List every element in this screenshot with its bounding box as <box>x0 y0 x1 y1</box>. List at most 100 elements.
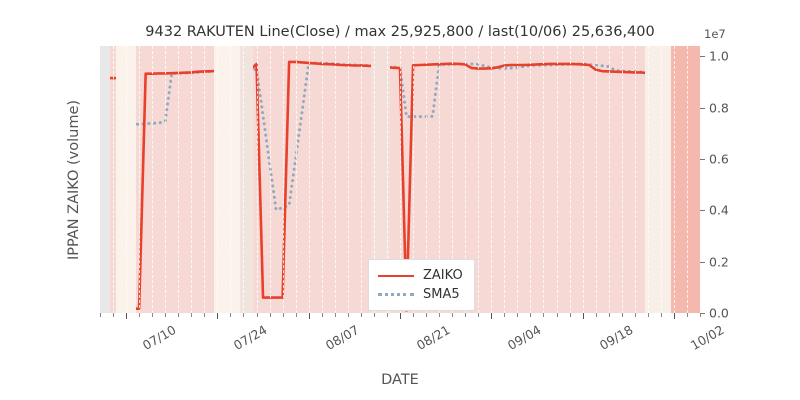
gridline <box>426 46 428 313</box>
gridline <box>230 46 232 313</box>
legend-swatch-zaiko-icon <box>378 274 414 277</box>
x-axis-minor-tick <box>295 313 297 317</box>
background-band <box>670 46 700 313</box>
gridline <box>634 46 636 313</box>
y-axis-tick-label: 0.0 <box>709 305 729 321</box>
x-axis-minor-tick <box>139 313 141 317</box>
x-axis-minor-tick <box>595 313 597 317</box>
x-axis-minor-tick <box>204 313 206 317</box>
x-axis-tick-label: 07/24 <box>231 322 270 354</box>
gridline <box>465 46 467 313</box>
gridline <box>139 46 141 313</box>
gridline <box>660 46 662 313</box>
gridline <box>647 46 649 313</box>
x-axis-minor-tick <box>269 313 271 317</box>
gridline <box>478 46 480 313</box>
x-axis-minor-tick <box>504 313 506 317</box>
x-axis-minor-tick <box>569 313 571 317</box>
y-axis-tick <box>700 56 705 58</box>
x-axis-minor-tick <box>113 313 115 317</box>
gridline <box>178 46 180 313</box>
x-axis-minor-tick <box>321 313 323 317</box>
x-axis-minor-tick <box>230 313 232 317</box>
x-axis-major-tick <box>217 313 219 319</box>
gridline <box>543 46 545 313</box>
gridline <box>269 46 271 313</box>
gridline <box>308 46 310 313</box>
gridline <box>491 46 493 313</box>
x-axis-tick-label: 08/07 <box>322 322 362 354</box>
x-axis-minor-tick <box>334 313 336 317</box>
x-axis-minor-tick <box>100 313 101 317</box>
gridline <box>673 46 675 313</box>
y-axis-offset-text: 1e7 <box>704 27 726 41</box>
gridline <box>556 46 558 313</box>
legend-label-sma5: SMA5 <box>423 287 460 302</box>
gridline <box>113 46 115 313</box>
legend-label-zaiko: ZAIKO <box>423 268 463 283</box>
x-axis-minor-tick <box>165 313 167 317</box>
y-axis-tick-label: 0.6 <box>709 151 729 167</box>
legend-item-zaiko[interactable]: ZAIKO <box>378 266 463 285</box>
y-axis-tick <box>700 210 705 212</box>
background-band <box>370 46 391 313</box>
gridline <box>126 46 128 313</box>
y-axis-label: IPPAN ZAIKO (volume) <box>62 46 86 313</box>
plot-area <box>100 46 700 313</box>
x-axis-minor-tick <box>439 313 441 317</box>
x-axis-major-tick <box>400 313 401 319</box>
y-axis-tick <box>700 313 705 314</box>
gridline <box>152 46 154 313</box>
x-axis-major-tick <box>582 313 584 319</box>
gridline <box>295 46 297 313</box>
y-axis-tick <box>700 261 705 263</box>
x-axis-minor-tick <box>386 313 388 317</box>
gridline <box>413 46 415 313</box>
x-axis-minor-tick <box>608 313 610 317</box>
x-axis-minor-tick <box>282 313 284 317</box>
gridline <box>204 46 206 313</box>
chart-title: 9432 RAKUTEN Line(Close) / max 25,925,80… <box>145 24 655 40</box>
y-axis-tick-label: 0.8 <box>709 100 729 116</box>
gridline <box>517 46 519 313</box>
x-axis-major-tick <box>491 313 493 319</box>
y-axis-tick <box>700 158 705 160</box>
y-axis-label-text: IPPAN ZAIKO (volume) <box>66 99 82 260</box>
gridline <box>569 46 571 313</box>
legend-item-sma5[interactable]: SMA5 <box>378 285 463 304</box>
chart-legend[interactable]: ZAIKO SMA5 <box>368 259 475 311</box>
gridline <box>256 46 258 313</box>
x-axis-major-tick <box>126 313 128 319</box>
y-axis-tick-label: 1.0 <box>709 48 729 64</box>
x-axis-major-tick <box>308 313 310 319</box>
y-axis-tick-label: 0.4 <box>709 202 729 218</box>
x-axis-minor-tick <box>413 313 415 317</box>
gridline <box>595 46 597 313</box>
background-band <box>214 46 241 313</box>
legend-swatch-sma5-icon <box>378 293 414 296</box>
background-band <box>100 46 110 313</box>
x-axis-minor-tick <box>465 313 467 317</box>
x-axis-minor-tick <box>178 313 180 317</box>
x-axis-minor-tick <box>543 313 545 317</box>
x-axis-minor-tick <box>647 313 649 317</box>
y-axis-tick <box>700 107 705 109</box>
x-axis-tick-label: 10/02 <box>687 322 727 354</box>
gridline <box>452 46 454 313</box>
x-axis-minor-tick <box>660 313 662 317</box>
x-axis-minor-tick <box>621 313 623 317</box>
x-axis-minor-tick <box>478 313 480 317</box>
x-axis-tick-label: 08/21 <box>413 322 453 354</box>
gridline <box>439 46 441 313</box>
gridline <box>373 46 375 313</box>
x-axis-minor-tick <box>191 313 193 317</box>
gridline <box>347 46 349 313</box>
x-axis-minor-tick <box>700 313 701 317</box>
background-band <box>240 46 254 313</box>
x-axis-minor-tick <box>686 313 688 317</box>
y-axis-tick-label: 0.2 <box>709 254 729 270</box>
x-axis-minor-tick <box>452 313 454 317</box>
x-axis-major-tick <box>673 313 675 319</box>
x-axis-minor-tick <box>256 313 258 317</box>
